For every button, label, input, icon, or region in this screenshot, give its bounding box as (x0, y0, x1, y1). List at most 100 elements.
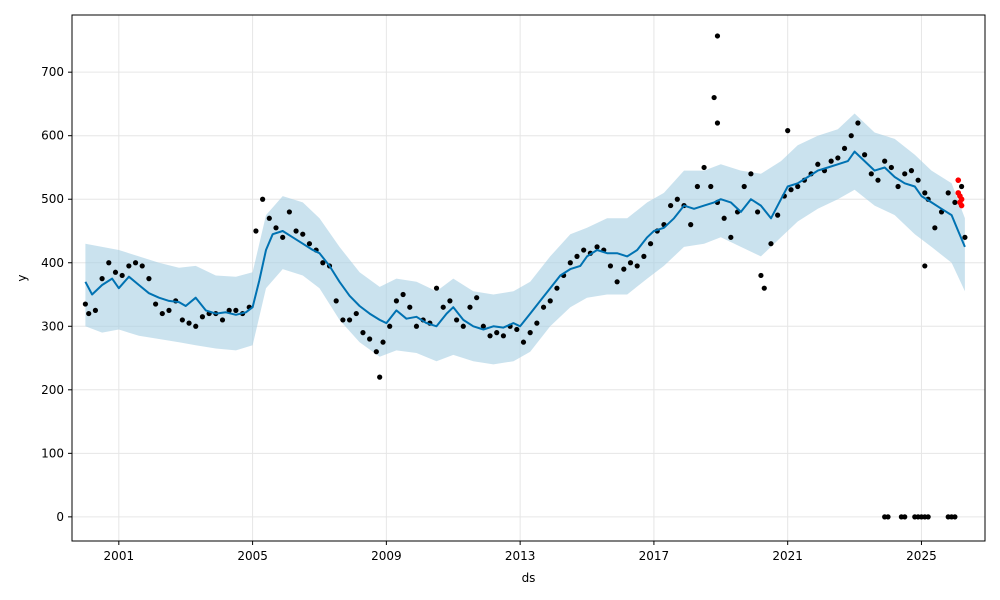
observed-point (758, 272, 764, 279)
observed-point (377, 374, 383, 380)
observed-point (527, 330, 533, 336)
observed-point (139, 263, 145, 269)
observed-point (574, 253, 580, 260)
observed-point (835, 155, 841, 161)
observed-point (99, 276, 105, 282)
observed-point (433, 285, 440, 291)
observed-point (219, 317, 226, 323)
observed-point (768, 241, 774, 247)
observed-point (400, 291, 406, 298)
observed-point (353, 310, 359, 317)
observed-point (688, 222, 694, 228)
observed-point (902, 171, 908, 177)
observed-point (146, 276, 152, 282)
y-tick-label: 700 (41, 65, 64, 79)
observed-point (875, 177, 881, 183)
observed-point (607, 263, 614, 269)
observed-point (166, 307, 172, 313)
observed-point (828, 158, 834, 164)
observed-point (280, 234, 286, 240)
observed-point (360, 330, 366, 336)
x-tick-label: 2025 (906, 549, 937, 563)
observed-point (514, 326, 520, 333)
observed-point (320, 260, 326, 266)
observed-point (748, 171, 754, 177)
observed-point (908, 168, 915, 174)
observed-point (882, 158, 888, 164)
observed-point (721, 215, 727, 221)
observed-point (82, 301, 88, 307)
observed-point (407, 304, 413, 310)
observed-point (453, 317, 460, 323)
y-axis-title: y (15, 274, 29, 281)
observed-point (534, 320, 540, 326)
y-tick-label: 200 (41, 383, 64, 397)
highlighted-point (958, 196, 965, 203)
observed-point (474, 295, 480, 301)
observed-point (132, 260, 139, 266)
x-tick-label: 2005 (237, 549, 268, 563)
observed-point (273, 225, 279, 231)
observed-point (958, 183, 965, 190)
observed-point (841, 145, 848, 152)
observed-point (233, 307, 239, 313)
observed-point (153, 301, 159, 307)
observed-point (815, 161, 821, 167)
observed-point (253, 228, 259, 234)
uncertainty-band (85, 113, 965, 365)
observed-point (226, 307, 232, 313)
x-tick-label: 2001 (104, 549, 135, 563)
observed-point (193, 323, 199, 329)
observed-point (641, 253, 647, 260)
observed-point (694, 183, 700, 190)
y-tick-label: 500 (41, 192, 64, 206)
plot-frame (71, 14, 986, 542)
observed-point (952, 514, 958, 520)
highlighted-point (958, 202, 965, 209)
observed-point (500, 333, 507, 339)
observed-point (106, 260, 112, 266)
observed-point (86, 310, 92, 317)
observed-point (888, 164, 894, 171)
observed-point (915, 177, 921, 183)
y-tick-label: 400 (41, 256, 64, 270)
observed-point (494, 330, 500, 336)
observed-point (179, 317, 185, 323)
observed-point (708, 183, 714, 190)
observed-point (380, 339, 386, 345)
observed-point (775, 212, 781, 218)
observed-point (647, 241, 654, 247)
observed-point (467, 304, 473, 310)
observed-point (741, 183, 747, 190)
observed-point (520, 339, 527, 345)
observed-point (373, 349, 379, 355)
observed-point (701, 164, 707, 171)
observed-point (962, 234, 968, 240)
observed-point (293, 228, 299, 234)
observed-point (92, 307, 99, 313)
observed-point (567, 260, 573, 266)
observed-point (199, 314, 206, 320)
observed-point (895, 183, 901, 190)
observed-point (714, 33, 721, 39)
observed-point (868, 171, 874, 177)
observed-point (119, 272, 125, 279)
observed-point (728, 234, 734, 240)
observed-point (547, 298, 553, 304)
uncertainty-band-area (85, 113, 965, 365)
observed-point (945, 190, 951, 196)
observed-point (440, 304, 446, 310)
x-tick-label: 2021 (772, 549, 803, 563)
observed-point (795, 183, 801, 190)
x-axis-title: ds (522, 571, 536, 585)
observed-point (300, 231, 306, 237)
y-tick-label: 0 (56, 510, 64, 524)
x-tick-label: 2017 (639, 549, 670, 563)
observed-point (333, 298, 339, 304)
observed-point (785, 128, 791, 134)
observed-point (112, 269, 119, 275)
observed-point (387, 323, 393, 329)
observed-point (634, 263, 640, 269)
